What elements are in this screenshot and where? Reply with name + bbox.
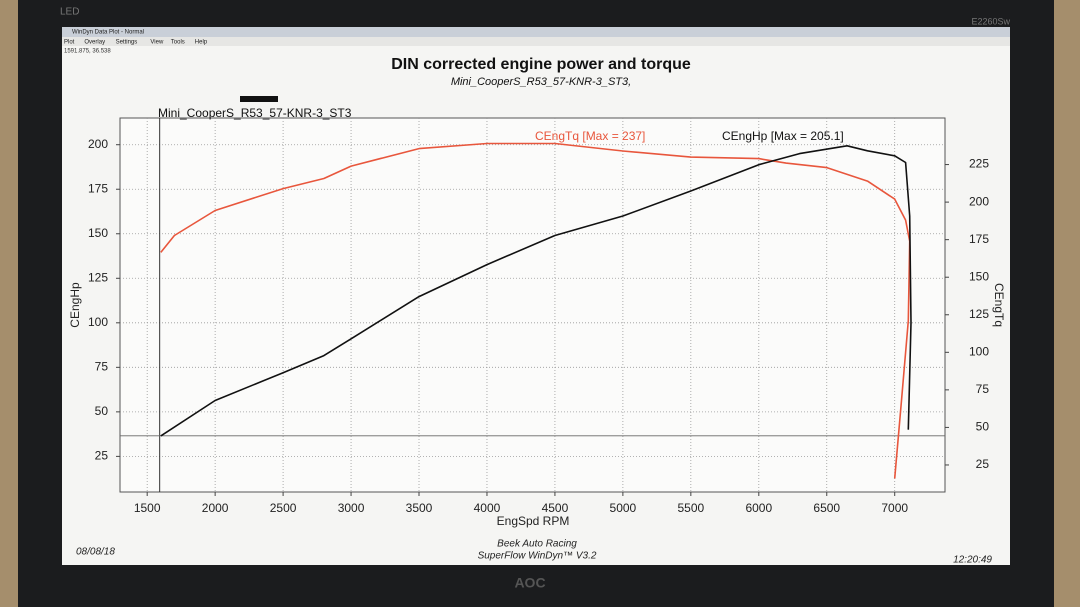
y-tick-label: 150 (88, 226, 108, 240)
y-tick-label: 175 (88, 181, 108, 195)
footer-time: 12:20:49 (953, 555, 992, 566)
x-tick-label: 6500 (813, 501, 840, 515)
x-axis-label: EngSpd RPM (497, 514, 570, 528)
footer-software: SuperFlow WinDyn™ V3.2 (478, 551, 597, 562)
y2-tick-label: 100 (969, 344, 989, 358)
chart-subtitle: Mini_CooperS_R53_57-KNR-3_ST3, (451, 76, 631, 88)
x-tick-label: 6000 (745, 501, 772, 515)
footer-company: Beek Auto Racing (497, 539, 577, 550)
y-tick-label: 75 (95, 360, 109, 374)
y2-tick-label: 75 (976, 382, 990, 396)
y2-tick-label: 50 (976, 420, 990, 434)
menu-item[interactable]: Plot (64, 40, 75, 46)
plot-area (119, 117, 946, 493)
window-title: WinDyn Data Plot - Normal (72, 30, 144, 36)
y-axis-label: CEngHp (68, 282, 82, 328)
legend-label: CEngHp [Max = 205.1] (722, 129, 844, 143)
footer-date: 08/08/18 (76, 547, 115, 558)
menu-item[interactable]: Tools (171, 40, 185, 46)
title-bar (62, 27, 1010, 37)
x-tick-label: 3500 (406, 501, 433, 515)
y2-tick-label: 150 (969, 269, 989, 283)
x-tick-label: 4000 (474, 501, 501, 515)
y2-tick-label: 200 (969, 194, 989, 208)
monitor-brand: AOC (514, 575, 545, 591)
y2-tick-label: 125 (969, 307, 989, 321)
x-tick-label: 3000 (338, 501, 365, 515)
y2-tick-label: 225 (969, 157, 989, 171)
chart-title: DIN corrected engine power and torque (391, 56, 691, 73)
y2-tick-label: 25 (976, 457, 990, 471)
menu-item[interactable]: Help (195, 40, 208, 46)
series-line (160, 145, 912, 437)
x-tick-label: 7000 (881, 501, 908, 515)
x-tick-label: 4500 (542, 501, 569, 515)
annotation: Mini_CooperS_R53_57-KNR-3_ST3 (158, 106, 352, 120)
series-line (160, 142, 911, 479)
y-tick-label: 50 (95, 404, 109, 418)
menu-item[interactable]: Overlay (84, 40, 105, 46)
y2-axis-label: CEngTq (992, 283, 1006, 327)
menu-item[interactable]: View (150, 40, 164, 46)
y-tick-label: 100 (88, 315, 108, 329)
menu: Plot Overlay Settings View Tools Help (64, 40, 208, 46)
x-tick-label: 1500 (134, 501, 161, 515)
x-tick-label: 2000 (202, 501, 229, 515)
menu-item[interactable]: Settings (116, 40, 138, 46)
annotation-bar (240, 96, 278, 102)
monitor-model: E2260Sw (971, 16, 1010, 26)
y-tick-label: 25 (95, 449, 109, 463)
y-tick-label: 200 (88, 137, 108, 151)
y-tick-label: 125 (88, 270, 108, 284)
monitor-badge: LED (60, 7, 79, 18)
x-tick-label: 5500 (677, 501, 704, 515)
status-text: 1591.875, 36.538 (64, 49, 111, 55)
x-tick-label: 2500 (270, 501, 297, 515)
x-tick-label: 5000 (610, 501, 637, 515)
legend-label: CEngTq [Max = 237] (535, 129, 645, 143)
y2-tick-label: 175 (969, 232, 989, 246)
plot-layer: 1500 2000 2500 3000 3500 4000 4500 5000 5500 6000… (88, 118, 989, 515)
menu-bar (62, 37, 1010, 46)
